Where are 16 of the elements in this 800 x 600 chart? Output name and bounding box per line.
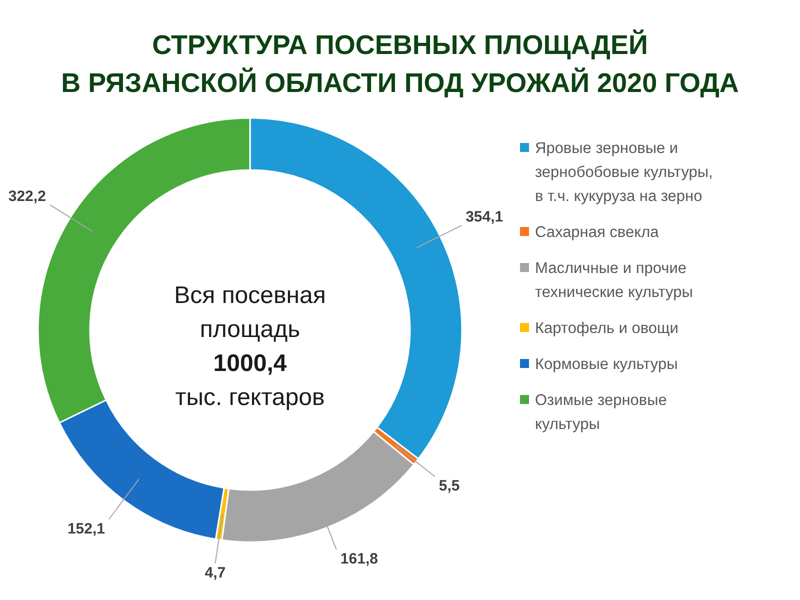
legend-label: Картофель и овощи: [535, 320, 678, 337]
legend-label: Сахарная свекла: [535, 224, 660, 241]
text: Вся посевная площадь: [174, 282, 326, 343]
legend-label: Кормовые культуры: [535, 356, 678, 373]
data-label: 5,5: [438, 478, 460, 495]
legend-label: Яровые зерновые и зернобобовые культуры, в т.ч. кукуруза на зерно: [535, 140, 713, 205]
text: 1000,4: [213, 350, 288, 377]
chart-title: СТРУКТУРА ПОСЕВНЫХ ПЛОЩАДЕЙ В РЯЗАНСКОЙ ОБЛАСТИ ПОД УРОЖАЙ 2020 ГОДА: [61, 29, 739, 98]
text: тыс. гектаров: [175, 384, 325, 411]
data-label: 354,1: [466, 208, 504, 226]
data-label: 4,7: [204, 564, 226, 582]
legend-label: Озимые зерновые культуры: [535, 392, 667, 433]
legend-label: Масличные и прочие технические культуры: [535, 260, 693, 301]
data-label: 161,8: [340, 550, 378, 568]
data-label: 152,1: [67, 520, 105, 538]
data-label: 322,2: [8, 188, 46, 205]
